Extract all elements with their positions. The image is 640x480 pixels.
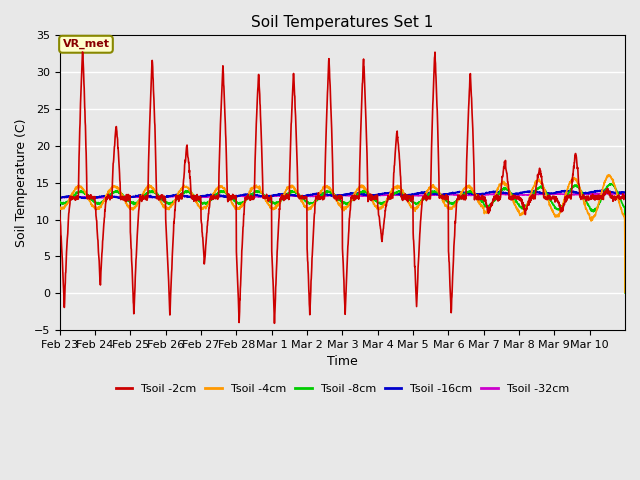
Tsoil -16cm	[545, 190, 552, 196]
Tsoil -16cm	[598, 187, 606, 193]
Line: Tsoil -4cm: Tsoil -4cm	[60, 175, 625, 292]
Tsoil -2cm	[271, 321, 278, 326]
Tsoil -16cm	[513, 191, 520, 197]
Tsoil -16cm	[87, 196, 95, 202]
Tsoil -32cm	[56, 195, 63, 201]
Tsoil -2cm	[513, 196, 521, 202]
Tsoil -8cm	[513, 198, 520, 204]
Line: Tsoil -16cm: Tsoil -16cm	[60, 190, 625, 199]
Tsoil -2cm	[234, 296, 242, 302]
Tsoil -16cm	[377, 191, 385, 197]
Tsoil -2cm	[113, 124, 120, 130]
Title: Soil Temperatures Set 1: Soil Temperatures Set 1	[251, 15, 433, 30]
Tsoil -4cm	[112, 185, 120, 191]
Tsoil -8cm	[234, 200, 242, 206]
Tsoil -2cm	[56, 208, 63, 214]
Tsoil -32cm	[113, 194, 120, 200]
Tsoil -8cm	[545, 194, 552, 200]
Tsoil -32cm	[545, 192, 552, 197]
Text: VR_met: VR_met	[63, 39, 109, 49]
Tsoil -4cm	[545, 197, 552, 203]
Tsoil -2cm	[377, 227, 385, 232]
Tsoil -32cm	[94, 195, 102, 201]
Tsoil -4cm	[621, 289, 629, 295]
Tsoil -2cm	[545, 195, 553, 201]
Tsoil -32cm	[600, 191, 608, 196]
Tsoil -32cm	[614, 191, 621, 197]
Tsoil -16cm	[56, 195, 63, 201]
Tsoil -8cm	[613, 188, 621, 194]
Line: Tsoil -32cm: Tsoil -32cm	[60, 193, 625, 198]
Tsoil -4cm	[234, 205, 242, 211]
Tsoil -32cm	[513, 192, 520, 198]
Tsoil -16cm	[614, 189, 621, 195]
Tsoil -4cm	[376, 205, 384, 211]
Tsoil -8cm	[112, 188, 120, 194]
Tsoil -32cm	[234, 193, 242, 199]
Tsoil -4cm	[513, 206, 520, 212]
Tsoil -32cm	[621, 191, 629, 197]
Line: Tsoil -8cm: Tsoil -8cm	[60, 184, 625, 293]
Tsoil -16cm	[234, 193, 242, 199]
Tsoil -2cm	[621, 195, 629, 201]
X-axis label: Time: Time	[327, 355, 358, 369]
Tsoil -4cm	[613, 192, 621, 198]
Tsoil -8cm	[376, 200, 384, 205]
Tsoil -4cm	[605, 172, 612, 178]
Tsoil -8cm	[607, 181, 615, 187]
Tsoil -2cm	[79, 49, 86, 55]
Line: Tsoil -2cm: Tsoil -2cm	[60, 52, 625, 324]
Tsoil -8cm	[56, 199, 63, 204]
Tsoil -8cm	[621, 290, 629, 296]
Y-axis label: Soil Temperature (C): Soil Temperature (C)	[15, 119, 28, 247]
Tsoil -2cm	[614, 194, 621, 200]
Tsoil -16cm	[113, 194, 120, 200]
Tsoil -4cm	[56, 205, 63, 211]
Tsoil -32cm	[377, 192, 385, 198]
Tsoil -16cm	[621, 190, 629, 195]
Legend: Tsoil -2cm, Tsoil -4cm, Tsoil -8cm, Tsoil -16cm, Tsoil -32cm: Tsoil -2cm, Tsoil -4cm, Tsoil -8cm, Tsoi…	[111, 379, 573, 398]
